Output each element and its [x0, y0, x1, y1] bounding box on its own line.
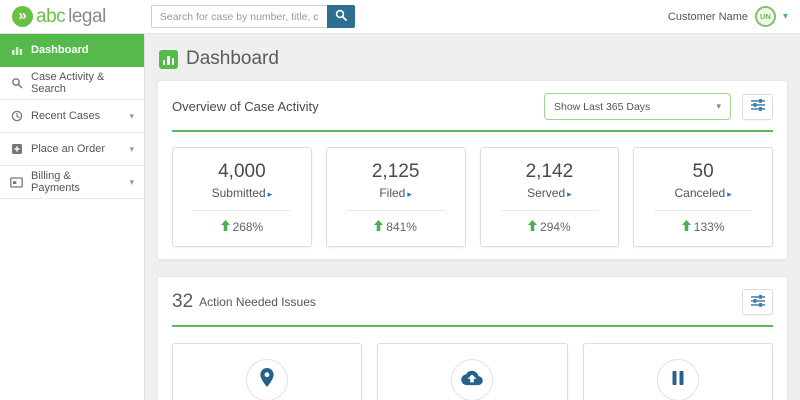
divider — [193, 210, 291, 211]
main-content: Dashboard Overview of Case Activity Show… — [145, 34, 800, 400]
arrow-up-icon — [374, 220, 384, 234]
stat-value: 4,000 — [218, 161, 266, 182]
stat-change-value: 841% — [386, 220, 417, 234]
stat-value: 50 — [692, 161, 714, 182]
sidebar-item-label: Billing & Payments — [31, 170, 80, 194]
stat-card-filed[interactable]: 2,125 Filed ▸ 841% — [325, 147, 466, 247]
page-title-row: Dashboard — [159, 48, 788, 70]
overview-panel: Overview of Case Activity Show Last 365 … — [157, 80, 788, 260]
stat-change-value: 268% — [232, 220, 264, 234]
sidebar-item-billing-payments[interactable]: Billing & Payments ▾ — [0, 166, 144, 199]
issue-card-efiling-needed[interactable]: E-Filing Needed — [377, 343, 568, 400]
sliders-icon — [750, 294, 765, 310]
user-menu[interactable]: Customer Name UN ▾ — [668, 6, 788, 27]
stat-label: Submitted — [211, 186, 266, 200]
issues-count: 32 — [172, 291, 194, 312]
sidebar-item-label: Case Activity & Search — [31, 71, 105, 95]
sidebar-item-recent-cases[interactable]: Recent Cases ▾ — [0, 100, 144, 133]
stat-card-served[interactable]: 2,142 Served ▸ 294% — [479, 147, 620, 247]
overview-filter-button[interactable] — [742, 93, 773, 120]
search-icon — [10, 77, 23, 90]
issue-card-on-hold[interactable]: On Hold — [582, 343, 773, 400]
location-pin-icon — [259, 367, 275, 393]
history-clock-icon — [10, 110, 23, 123]
date-range-value: Show Last 365 Days — [554, 100, 651, 113]
stat-change-value: 294% — [540, 220, 571, 234]
stat-card-submitted[interactable]: 4,000 Submitted ▸ 268% — [172, 147, 312, 247]
arrow-up-icon — [528, 220, 538, 234]
green-divider — [172, 325, 773, 327]
stat-label: Served — [527, 186, 566, 200]
bar-chart-icon — [159, 49, 178, 69]
plus-square-icon — [10, 143, 23, 156]
app-logo[interactable]: » abc legal — [12, 6, 106, 28]
date-range-select[interactable]: Show Last 365 Days ▾ — [544, 93, 731, 120]
magnifier-icon — [335, 9, 347, 24]
case-search — [150, 5, 355, 28]
cloud-upload-icon — [461, 369, 484, 391]
divider — [500, 210, 599, 211]
caret-right-icon: ▸ — [727, 189, 732, 199]
search-input[interactable] — [150, 5, 327, 28]
stats-row: 4,000 Submitted ▸ 268% 2,125 Filed ▸ 841% — [172, 147, 773, 247]
issue-cards-row: Investigation Results E-Filing Needed — [172, 343, 773, 400]
user-name: Customer Name — [667, 10, 748, 23]
caret-right-icon: ▸ — [567, 189, 572, 199]
divider — [346, 210, 445, 211]
sidebar-item-place-an-order[interactable]: Place an Order ▾ — [0, 133, 144, 166]
billing-card-icon — [10, 176, 23, 189]
sliders-icon — [750, 99, 765, 114]
overview-title: Overview of Case Activity — [172, 99, 319, 114]
green-divider — [172, 130, 773, 132]
stat-value: 2,125 — [371, 161, 420, 182]
sidebar: Dashboard Case Activity & Search Recent … — [0, 34, 145, 400]
sidebar-item-case-activity-search[interactable]: Case Activity & Search — [0, 67, 144, 100]
chevron-down-icon: ▾ — [129, 110, 134, 121]
action-needed-panel: 32 Action Needed Issues Investigati — [157, 276, 788, 400]
arrow-up-icon — [681, 220, 691, 234]
bar-chart-icon — [10, 44, 23, 57]
caret-right-icon: ▸ — [267, 189, 273, 199]
double-chevron-icon: » — [12, 6, 33, 27]
chevron-down-icon: ▾ — [129, 176, 134, 187]
stat-label: Canceled — [674, 186, 726, 200]
page-title: Dashboard — [186, 48, 279, 69]
sidebar-item-dashboard[interactable]: Dashboard — [0, 34, 144, 67]
issue-card-investigation-results[interactable]: Investigation Results — [172, 343, 363, 400]
logo-text-abc: abc — [36, 5, 66, 27]
sidebar-item-label: Dashboard — [31, 44, 89, 56]
stat-card-canceled[interactable]: 50 Canceled ▸ 133% — [633, 147, 773, 247]
chevron-down-icon: ▾ — [129, 143, 134, 154]
arrow-up-icon — [220, 220, 230, 234]
sidebar-item-label: Recent Cases — [31, 110, 101, 122]
pause-icon — [671, 370, 685, 391]
stat-label: Filed — [379, 186, 406, 200]
stat-change-value: 133% — [693, 220, 725, 234]
chevron-down-icon: ▾ — [716, 101, 721, 111]
caret-right-icon: ▸ — [407, 189, 412, 199]
chevron-down-icon: ▾ — [782, 11, 788, 22]
sidebar-item-label: Place an Order — [31, 143, 105, 155]
issues-filter-button[interactable] — [742, 289, 773, 315]
avatar[interactable]: UN — [754, 6, 776, 27]
issues-title: Action Needed Issues — [199, 295, 316, 309]
search-button[interactable] — [326, 5, 355, 28]
stat-value: 2,142 — [525, 161, 574, 182]
divider — [654, 210, 752, 211]
logo-text-legal: legal — [68, 5, 106, 27]
